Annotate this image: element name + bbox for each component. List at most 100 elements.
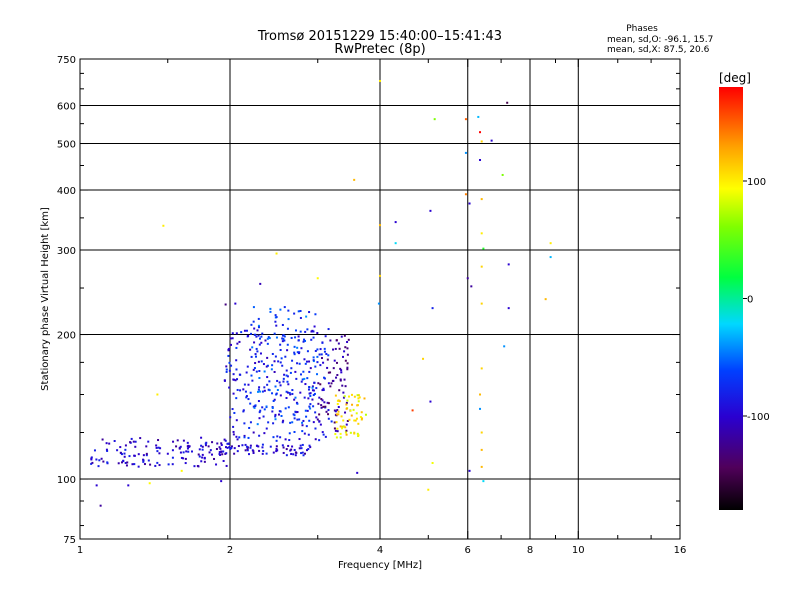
scatter-point	[314, 427, 317, 430]
scatter-point	[247, 398, 250, 401]
scatter-point	[297, 310, 300, 313]
scatter-point	[246, 449, 249, 452]
scatter-point	[316, 418, 319, 421]
scatter-point	[102, 460, 105, 463]
scatter-point	[215, 448, 218, 451]
scatter-point	[125, 464, 128, 467]
scatter-point	[279, 436, 282, 439]
scatter-point	[251, 379, 254, 382]
scatter-point	[268, 389, 271, 392]
scatter-point	[283, 373, 286, 376]
scatter-point	[186, 441, 189, 444]
scatter-point	[248, 426, 251, 429]
scatter-point	[90, 456, 93, 459]
scatter-point	[468, 469, 471, 472]
scatter-point	[285, 454, 288, 457]
scatter-point	[261, 452, 264, 455]
scatter-point	[281, 340, 284, 343]
scatter-point	[482, 247, 485, 250]
scatter-point	[213, 457, 216, 460]
scatter-point	[312, 421, 315, 424]
scatter-point	[159, 447, 162, 450]
scatter-point	[322, 389, 325, 392]
scatter-point	[236, 378, 239, 381]
scatter-point	[120, 453, 123, 456]
scatter-point	[225, 365, 228, 368]
scatter-point	[291, 421, 294, 424]
scatter-point	[281, 323, 284, 326]
scatter-point	[309, 394, 312, 397]
scatter-point	[266, 364, 269, 367]
scatter-point	[344, 385, 347, 388]
scatter-point	[197, 465, 200, 468]
scatter-point	[353, 395, 356, 398]
scatter-point	[220, 480, 223, 483]
scatter-point	[343, 395, 346, 398]
scatter-point	[293, 345, 296, 348]
scatter-point	[308, 311, 311, 314]
scatter-point	[364, 413, 367, 416]
scatter-point	[156, 393, 159, 396]
scatter-point	[480, 431, 483, 434]
scatter-point	[286, 349, 289, 352]
scatter-point	[325, 352, 328, 355]
scatter-point	[266, 337, 269, 340]
scatter-point	[317, 382, 320, 385]
scatter-point	[336, 373, 339, 376]
scatter-point	[91, 461, 94, 464]
scatter-point	[315, 416, 318, 419]
scatter-point	[480, 367, 483, 370]
scatter-point	[433, 118, 436, 121]
scatter-point	[349, 431, 352, 434]
scatter-point	[296, 346, 299, 349]
scatter-point	[105, 442, 108, 445]
colorbar-ticks: 100 0 -100	[743, 177, 770, 423]
scatter-point	[317, 402, 320, 405]
scatter-point	[223, 438, 226, 441]
scatter-point	[324, 435, 327, 438]
scatter-point	[243, 422, 246, 425]
scatter-point	[225, 368, 228, 371]
scatter-point	[255, 347, 258, 350]
scatter-point	[228, 361, 231, 364]
scatter-point	[260, 341, 263, 344]
scatter-point	[180, 456, 183, 459]
scatter-point	[275, 336, 278, 339]
scatter-point	[270, 368, 273, 371]
scatter-point	[307, 388, 310, 391]
scatter-point	[308, 405, 311, 408]
scatter-point	[354, 419, 357, 422]
scatter-point	[288, 432, 291, 435]
scatter-point	[241, 444, 244, 447]
scatter-point	[305, 315, 308, 318]
scatter-point	[256, 350, 259, 353]
scatter-point	[180, 469, 183, 472]
scatter-point	[313, 392, 316, 395]
scatter-point	[296, 418, 299, 421]
scatter-point	[345, 429, 348, 432]
scatter-point	[235, 368, 238, 371]
scatter-point	[246, 365, 249, 368]
scatter-point	[308, 360, 311, 363]
scatter-point	[357, 394, 360, 397]
scatter-point	[133, 463, 136, 466]
scatter-point	[301, 378, 304, 381]
scatter-point	[333, 421, 336, 424]
scatter-point	[274, 320, 277, 323]
scatter-point	[302, 419, 305, 422]
scatter-point	[429, 209, 432, 212]
scatter-point	[294, 370, 297, 373]
scatter-point	[480, 265, 483, 268]
scatter-point	[337, 406, 340, 409]
scatter-point	[468, 202, 471, 205]
scatter-point	[244, 390, 247, 393]
scatter-point	[429, 400, 432, 403]
scatter-point	[507, 263, 510, 266]
scatter-point	[345, 423, 348, 426]
scatter-point	[142, 459, 145, 462]
scatter-points	[90, 79, 552, 507]
scatter-point	[308, 392, 311, 395]
scatter-point	[251, 449, 254, 452]
scatter-point	[257, 326, 260, 329]
scatter-point	[245, 445, 248, 448]
